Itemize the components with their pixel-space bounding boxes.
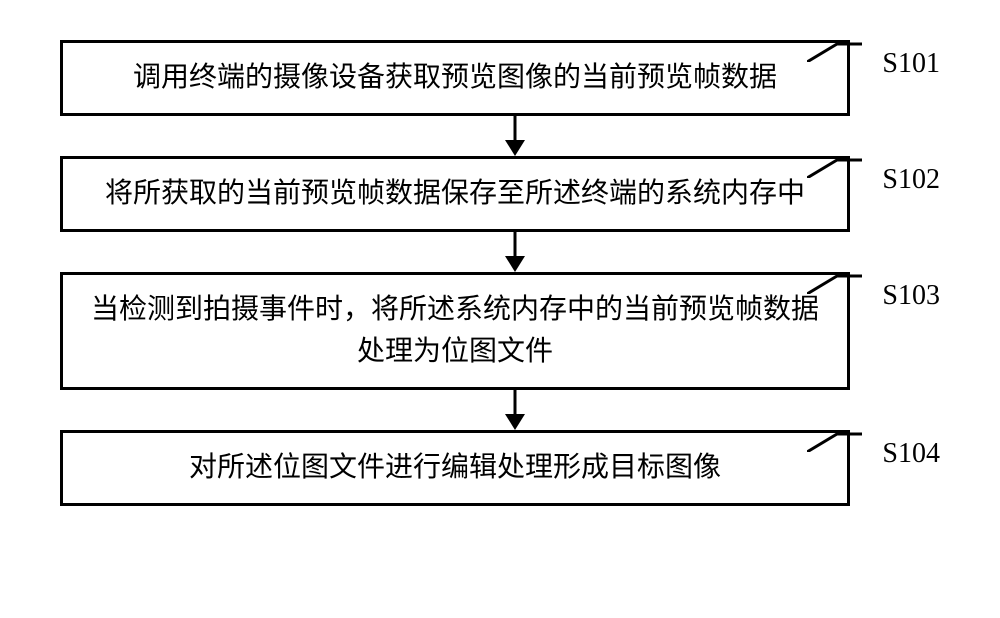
step-box-s103: 当检测到拍摄事件时，将所述系统内存中的当前预览帧数据处理为位图文件 [60, 272, 850, 390]
step-box-s101: 调用终端的摄像设备获取预览图像的当前预览帧数据 [60, 40, 850, 116]
arrow-2 [120, 232, 910, 272]
step-text: 调用终端的摄像设备获取预览图像的当前预览帧数据 [133, 57, 777, 99]
step-row-2: 将所获取的当前预览帧数据保存至所述终端的系统内存中 S102 [30, 156, 970, 232]
step-row-1: 调用终端的摄像设备获取预览图像的当前预览帧数据 S101 [30, 40, 970, 116]
arrow-3 [120, 390, 910, 430]
step-box-s102: 将所获取的当前预览帧数据保存至所述终端的系统内存中 [60, 156, 850, 232]
label-leader-3 [807, 274, 862, 294]
arrow-1 [120, 116, 910, 156]
step-box-s104: 对所述位图文件进行编辑处理形成目标图像 [60, 430, 850, 506]
label-leader-4 [807, 432, 862, 452]
step-text: 将所获取的当前预览帧数据保存至所述终端的系统内存中 [105, 173, 805, 215]
step-label-s101: S101 [882, 48, 940, 80]
step-text: 对所述位图文件进行编辑处理形成目标图像 [189, 447, 721, 489]
step-row-4: 对所述位图文件进行编辑处理形成目标图像 S104 [30, 430, 970, 506]
step-label-s102: S102 [882, 164, 940, 196]
step-label-s103: S103 [882, 280, 940, 312]
step-label-s104: S104 [882, 438, 940, 470]
step-text: 当检测到拍摄事件时，将所述系统内存中的当前预览帧数据处理为位图文件 [83, 289, 827, 373]
label-leader-1 [807, 42, 862, 62]
step-row-3: 当检测到拍摄事件时，将所述系统内存中的当前预览帧数据处理为位图文件 S103 [30, 272, 970, 390]
flowchart-container: 调用终端的摄像设备获取预览图像的当前预览帧数据 S101 将所获取的当前预览帧数… [30, 40, 970, 506]
label-leader-2 [807, 158, 862, 178]
